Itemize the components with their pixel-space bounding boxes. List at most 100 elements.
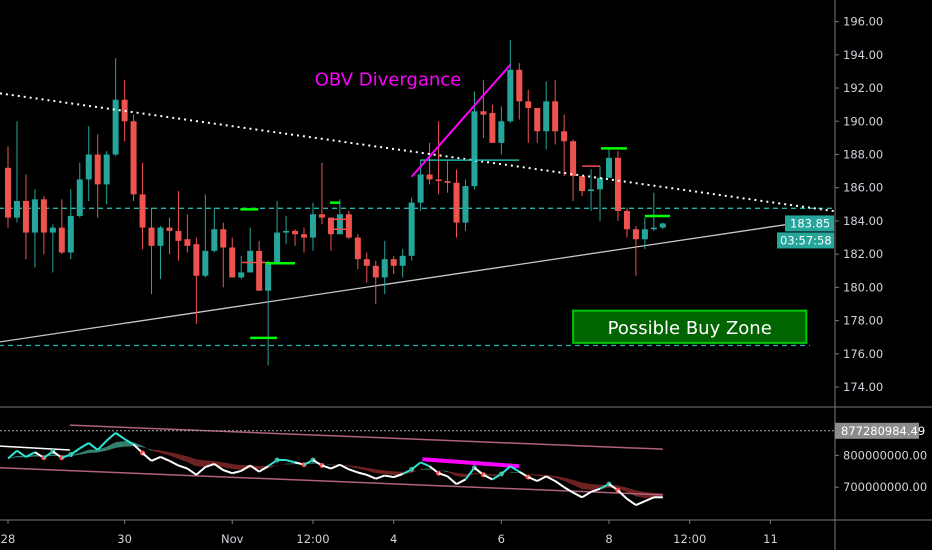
candle-body: [193, 244, 200, 276]
candle: [632, 225, 639, 276]
candle: [184, 214, 191, 253]
obv-line-segment: [375, 474, 386, 480]
obv-line-segment: [222, 469, 233, 475]
candle: [121, 79, 128, 142]
candle: [238, 255, 245, 280]
candle-body: [498, 121, 505, 143]
obv-line-segment: [240, 464, 251, 472]
obv-line-segment: [96, 439, 108, 451]
candle: [480, 79, 487, 138]
obv-line-segment: [438, 472, 448, 478]
obv-cloud-segment: [573, 479, 583, 490]
obv-trendline[interactable]: [69, 424, 663, 450]
candle: [112, 58, 119, 157]
candle-body: [148, 227, 155, 246]
candle: [659, 222, 666, 230]
buy-zone-box[interactable]: [572, 309, 808, 344]
obv-line-segment: [231, 469, 242, 475]
candle: [507, 39, 514, 123]
candle-body: [67, 215, 74, 253]
candle-body: [139, 194, 146, 228]
candle: [166, 217, 173, 255]
obv-pane[interactable]: [0, 424, 835, 506]
obv-cloud-segment: [160, 450, 170, 456]
obv-cloud-segment: [79, 449, 89, 455]
obv-line-segment: [339, 463, 350, 471]
last-price-label: 183.85: [790, 216, 830, 230]
candle-body: [184, 239, 191, 246]
candle-body: [489, 112, 496, 143]
divergence-line[interactable]: [410, 64, 512, 178]
support-trendline[interactable]: [0, 222, 798, 343]
obv-line-segment: [213, 463, 224, 471]
candle-body: [444, 181, 451, 183]
candle: [426, 142, 433, 185]
candle: [49, 224, 56, 273]
obv-line-segment: [258, 465, 269, 473]
candle-body: [58, 227, 65, 253]
candle-body: [301, 234, 308, 238]
obv-line-segment: [563, 486, 574, 494]
obv-cloud-segment: [564, 477, 574, 485]
candle-body: [157, 227, 164, 246]
obv-line-segment: [195, 466, 206, 476]
candle: [175, 191, 182, 261]
obv-line-segment: [384, 474, 394, 479]
candle: [247, 227, 254, 273]
obv-cloud-segment: [366, 467, 376, 474]
obv-tick-label: 800000000.00: [843, 448, 927, 462]
candle-body: [632, 229, 639, 240]
resistance-trendline[interactable]: [0, 92, 932, 225]
time-tick-label: 6: [498, 532, 505, 546]
obv-line-segment: [25, 451, 36, 458]
candle-body: [650, 227, 657, 230]
obv-trendline[interactable]: [0, 445, 70, 451]
candle-body: [336, 214, 343, 235]
obv-trendline[interactable]: [422, 457, 520, 469]
obv-cloud-segment: [537, 474, 547, 477]
candle: [462, 179, 469, 231]
candle-body: [211, 229, 218, 251]
candle-body: [238, 272, 245, 278]
obv-cloud-segment: [115, 441, 125, 448]
price-tick-label: 174.00: [843, 380, 883, 394]
candle-body: [49, 227, 56, 233]
obv-trendline[interactable]: [0, 467, 663, 496]
candle-body: [543, 101, 550, 132]
candle-body: [417, 174, 424, 203]
candle-body: [256, 250, 263, 291]
buy-zone-label: Possible Buy Zone: [608, 318, 772, 339]
obv-line-segment: [536, 475, 547, 482]
candle: [220, 222, 227, 288]
obv-cloud-segment: [187, 456, 197, 467]
obv-cloud-segment: [591, 484, 601, 490]
obv-line-segment: [79, 442, 90, 450]
candle-body: [327, 217, 334, 235]
price-tick-label: 188.00: [843, 147, 883, 161]
obv-cloud-segment: [528, 473, 538, 477]
price-tick-label: 182.00: [843, 247, 883, 261]
candle: [256, 240, 263, 291]
obv-cloud-segment: [456, 473, 466, 478]
obv-line-segment: [366, 473, 377, 480]
candle: [381, 240, 388, 295]
candle-body: [372, 265, 379, 278]
candle-body: [390, 259, 397, 266]
obv-line-segment: [124, 438, 135, 446]
candle-body: [354, 237, 361, 260]
candle-body: [13, 201, 20, 218]
candle-body: [597, 177, 604, 190]
candle-body: [121, 99, 128, 122]
candle-body: [525, 101, 532, 108]
candle: [570, 139, 577, 202]
obv-cloud-segment: [321, 463, 331, 466]
obv-cloud-segment: [420, 468, 430, 471]
candle: [292, 229, 299, 246]
candle: [605, 149, 612, 178]
price-pane[interactable]: OBV Divergance Possible Buy Zone: [0, 39, 932, 366]
obv-cloud-segment: [8, 455, 17, 459]
candle: [301, 227, 308, 253]
candle-body: [605, 157, 612, 178]
candle-body: [641, 229, 648, 240]
